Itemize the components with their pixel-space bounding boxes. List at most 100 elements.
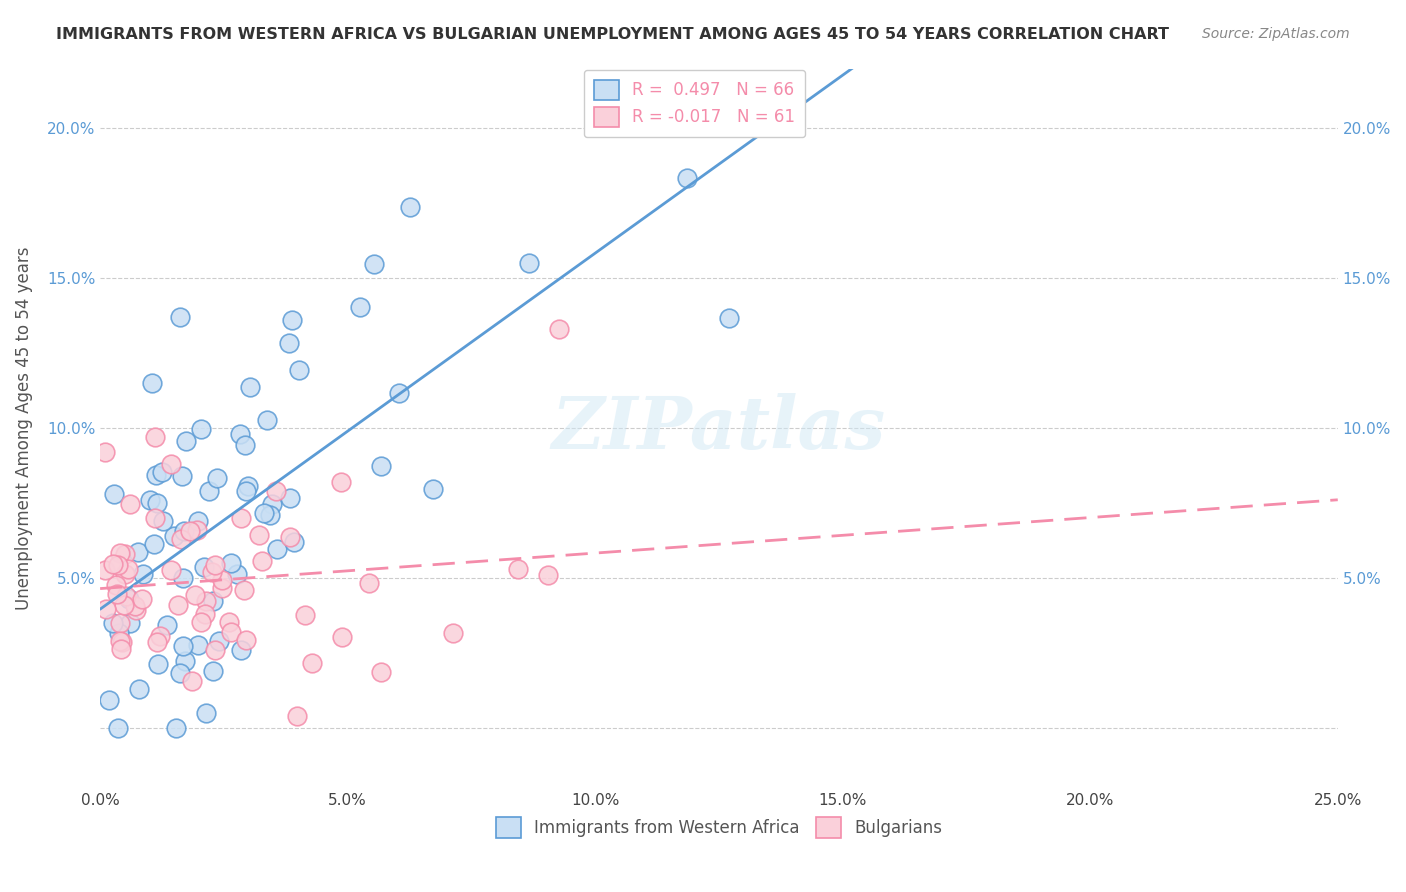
Point: [508, 562, 530, 576]
Y-axis label: Unemployment Among Ages 45 to 54 years: Unemployment Among Ages 45 to 54 years: [15, 246, 32, 610]
Point: [172, 571, 194, 585]
Point: [103, 487, 125, 501]
Point: [145, 635, 167, 649]
Point: [101, 558, 124, 572]
Point: [330, 630, 353, 644]
Point: [124, 599, 146, 613]
Point: [98, 693, 121, 707]
Point: [159, 563, 181, 577]
Point: [422, 482, 444, 496]
Point: [114, 547, 136, 561]
Point: [198, 483, 221, 498]
Point: [141, 376, 163, 390]
Point: [105, 586, 128, 600]
Point: [173, 654, 195, 668]
Point: [146, 657, 169, 671]
Point: [145, 430, 167, 444]
Point: [128, 682, 150, 697]
Point: [124, 603, 146, 617]
Point: [181, 673, 204, 688]
Point: [718, 311, 741, 326]
Point: [219, 556, 242, 570]
Point: [277, 336, 299, 351]
Point: [517, 255, 540, 269]
Point: [101, 615, 124, 630]
Point: [349, 301, 371, 315]
Point: [107, 721, 129, 735]
Point: [441, 625, 464, 640]
Point: [114, 589, 136, 603]
Point: [235, 632, 257, 647]
Point: [398, 200, 420, 214]
Point: [108, 625, 131, 640]
Point: [676, 170, 699, 185]
Point: [278, 530, 301, 544]
Point: [131, 591, 153, 606]
Point: [253, 507, 276, 521]
Point: [170, 533, 193, 547]
Point: [370, 665, 392, 680]
Point: [201, 565, 224, 579]
Point: [173, 524, 195, 538]
Point: [169, 310, 191, 324]
Point: [152, 465, 174, 479]
Point: [235, 484, 257, 499]
Point: [388, 386, 411, 401]
Point: [201, 664, 224, 678]
Point: [211, 573, 233, 587]
Point: [256, 412, 278, 426]
Point: [219, 624, 242, 639]
Point: [231, 510, 253, 524]
Point: [537, 568, 560, 582]
Point: [301, 656, 323, 670]
Point: [145, 467, 167, 482]
Point: [283, 534, 305, 549]
Point: [183, 588, 205, 602]
Point: [108, 634, 131, 648]
Point: [235, 438, 257, 452]
Point: [172, 639, 194, 653]
Point: [108, 546, 131, 560]
Point: [179, 524, 201, 538]
Point: [186, 638, 208, 652]
Point: [218, 615, 240, 629]
Point: [143, 537, 166, 551]
Point: [118, 591, 141, 606]
Point: [146, 496, 169, 510]
Point: [250, 554, 273, 568]
Point: [548, 322, 571, 336]
Point: [190, 615, 212, 629]
Point: [260, 497, 283, 511]
Point: [288, 363, 311, 377]
Point: [194, 607, 217, 621]
Point: [139, 493, 162, 508]
Text: IMMIGRANTS FROM WESTERN AFRICA VS BULGARIAN UNEMPLOYMENT AMONG AGES 45 TO 54 YEA: IMMIGRANTS FROM WESTERN AFRICA VS BULGAR…: [56, 27, 1170, 42]
Point: [238, 478, 260, 492]
Point: [280, 312, 302, 326]
Point: [110, 641, 132, 656]
Text: Source: ZipAtlas.com: Source: ZipAtlas.com: [1202, 27, 1350, 41]
Point: [229, 643, 252, 657]
Point: [229, 426, 252, 441]
Point: [111, 635, 134, 649]
Point: [211, 581, 233, 595]
Point: [149, 630, 172, 644]
Point: [370, 458, 392, 473]
Point: [357, 576, 380, 591]
Point: [174, 434, 197, 449]
Point: [266, 484, 288, 499]
Point: [247, 528, 270, 542]
Point: [160, 457, 183, 471]
Point: [329, 475, 352, 490]
Point: [104, 578, 127, 592]
Point: [132, 566, 155, 581]
Point: [195, 706, 218, 720]
Point: [232, 582, 254, 597]
Point: [169, 666, 191, 681]
Point: [205, 471, 228, 485]
Point: [294, 607, 316, 622]
Point: [112, 598, 135, 612]
Point: [201, 594, 224, 608]
Legend: Immigrants from Western Africa, Bulgarians: Immigrants from Western Africa, Bulgaria…: [489, 811, 949, 844]
Point: [114, 567, 136, 582]
